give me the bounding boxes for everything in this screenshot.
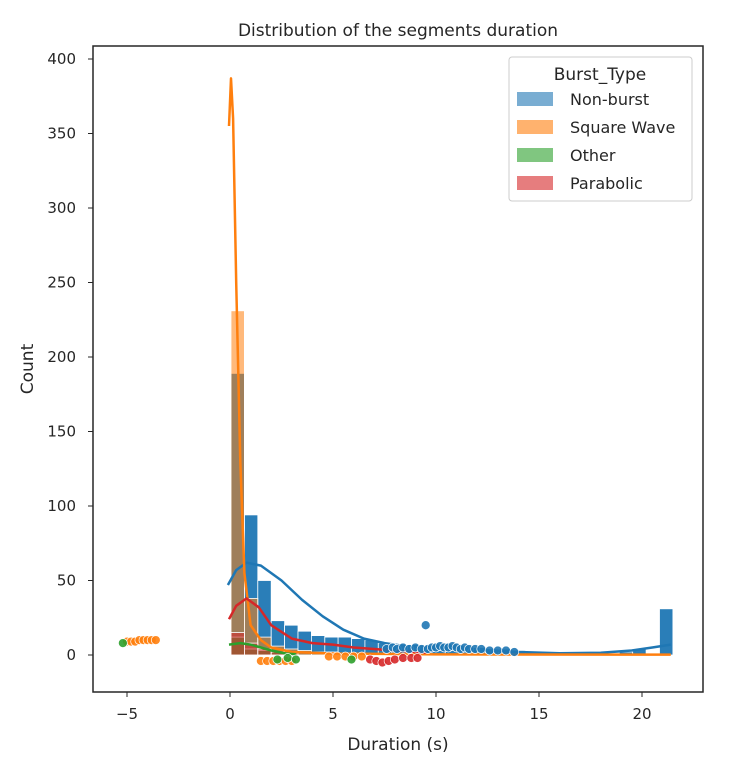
y-tick-label: 100	[47, 497, 76, 515]
legend-box	[508, 56, 693, 202]
kde-curve-other	[228, 641, 296, 656]
point-parabolic	[412, 653, 423, 663]
point-other	[282, 653, 293, 663]
point-non-burst	[509, 647, 520, 657]
kde-curve-square-wave	[227, 77, 671, 656]
bar-non-burst	[659, 608, 674, 656]
kde-curve-non-burst	[226, 561, 671, 655]
point-non-burst	[492, 645, 503, 656]
y-tick-label: 350	[47, 125, 76, 143]
y-tick-label: 250	[47, 274, 76, 292]
point-non-burst	[501, 645, 511, 656]
x-tick-label: −5	[116, 705, 138, 723]
legend-swatch-non-burst	[517, 92, 553, 106]
x-axis: −5 0 5 10 15 20	[116, 692, 652, 723]
x-tick-label: 5	[328, 705, 338, 723]
legend-swatch-square-wave	[517, 120, 553, 134]
x-tick-label: 10	[426, 705, 445, 723]
points-layer	[118, 620, 520, 668]
point-other	[272, 654, 283, 665]
legend-swatch-parabolic	[517, 176, 553, 190]
y-tick-label: 0	[66, 646, 76, 664]
legend-swatch-other	[517, 148, 553, 162]
point-other	[118, 638, 128, 648]
point-parabolic	[389, 654, 400, 665]
point-non-burst	[484, 645, 495, 656]
legend-label-square-wave: Square Wave	[570, 118, 675, 137]
y-tick-label: 300	[47, 199, 76, 217]
y-tick-label: 200	[47, 348, 76, 366]
point-parabolic	[398, 653, 408, 663]
y-tick-label: 150	[47, 423, 76, 441]
chart-title: Distribution of the segments duration	[238, 21, 558, 41]
y-tick-label: 50	[57, 572, 76, 590]
y-axis-title: Count	[18, 343, 38, 394]
legend-label-non-burst: Non-burst	[570, 90, 649, 109]
point-square-wave	[356, 651, 367, 662]
y-tick-label: 400	[47, 50, 76, 68]
point-non-burst	[476, 644, 487, 654]
x-axis-title: Duration (s)	[347, 735, 448, 755]
bars-layer	[230, 310, 674, 656]
point-square-wave	[150, 635, 161, 645]
point-non-burst	[420, 620, 431, 631]
legend-title: Burst_Type	[554, 65, 647, 85]
x-tick-label: 0	[225, 705, 235, 723]
y-axis: 0 50 100 150 200 250 300 350 400	[47, 50, 93, 664]
x-tick-label: 15	[529, 705, 548, 723]
point-other	[291, 654, 301, 665]
point-other	[346, 654, 357, 665]
plot-frame	[92, 45, 704, 693]
x-tick-label: 20	[632, 705, 651, 723]
legend: Burst_Type Non-burst Square Wave Other Parab…	[508, 56, 693, 202]
point-square-wave	[332, 651, 342, 662]
legend-label-other: Other	[570, 146, 616, 165]
point-square-wave	[324, 651, 334, 662]
legend-label-parabolic: Parabolic	[570, 174, 643, 193]
